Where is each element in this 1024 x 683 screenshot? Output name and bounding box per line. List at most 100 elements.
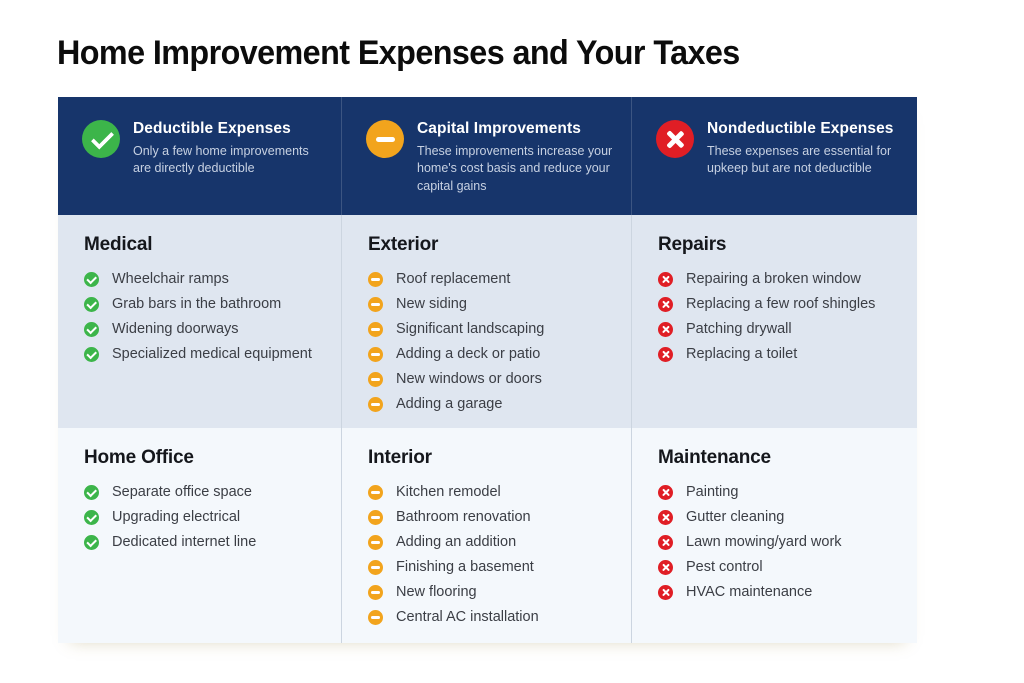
comparison-table: Deductible Expenses Only a few home impr… xyxy=(58,97,917,643)
list-item: Dedicated internet line xyxy=(84,534,325,552)
section-heading: Home Office xyxy=(84,447,194,468)
column-subtitle: Only a few home improvements are directl… xyxy=(133,144,309,176)
section-medical: Medical Wheelchair ramps Grab bars in th… xyxy=(58,215,341,428)
table-body-row-2: Home Office Separate office space Upgrad… xyxy=(58,428,917,643)
x-circle-icon xyxy=(658,510,673,525)
list-item: New windows or doors xyxy=(368,371,615,389)
minus-circle-icon xyxy=(368,372,383,387)
check-circle-icon xyxy=(84,510,99,525)
list-item: Specialized medical equipment xyxy=(84,346,325,364)
section-heading: Maintenance xyxy=(658,447,771,468)
section-heading: Repairs xyxy=(658,234,727,255)
column-header-capital: Capital Improvements These improvements … xyxy=(341,97,631,215)
list-item: Finishing a basement xyxy=(368,559,615,577)
item-text: Dedicated internet line xyxy=(112,534,257,550)
check-circle-icon xyxy=(84,322,99,337)
x-circle-icon xyxy=(658,347,673,362)
check-circle-icon xyxy=(84,535,99,550)
item-text: Central AC installation xyxy=(396,609,539,625)
item-text: Painting xyxy=(686,484,739,500)
item-text: Gutter cleaning xyxy=(686,509,785,525)
list-item: Wheelchair ramps xyxy=(84,271,325,289)
minus-circle-icon xyxy=(368,347,383,362)
section-home-office: Home Office Separate office space Upgrad… xyxy=(58,428,341,643)
list-item: Bathroom renovation xyxy=(368,509,615,527)
list-item: Kitchen remodel xyxy=(368,484,615,502)
item-list: Wheelchair ramps Grab bars in the bathro… xyxy=(84,271,325,364)
header-text-block: Nondeductible Expenses These expenses ar… xyxy=(707,118,901,178)
minus-circle-icon xyxy=(368,560,383,575)
minus-circle-icon xyxy=(368,535,383,550)
list-item: Painting xyxy=(658,484,901,502)
x-circle-icon xyxy=(658,272,673,287)
item-text: Pest control xyxy=(686,559,763,575)
item-text: Upgrading electrical xyxy=(112,509,241,525)
item-text: Adding an addition xyxy=(396,534,517,550)
item-text: Grab bars in the bathroom xyxy=(112,296,282,312)
list-item: Repairing a broken window xyxy=(658,271,901,289)
list-item: Grab bars in the bathroom xyxy=(84,296,325,314)
check-circle-icon xyxy=(84,347,99,362)
list-item: Replacing a toilet xyxy=(658,346,901,364)
list-item: Gutter cleaning xyxy=(658,509,901,527)
x-circle-icon xyxy=(656,120,694,158)
x-circle-icon xyxy=(658,297,673,312)
check-circle-icon xyxy=(82,120,120,158)
list-item: New siding xyxy=(368,296,615,314)
list-item: New flooring xyxy=(368,584,615,602)
x-circle-icon xyxy=(658,485,673,500)
section-repairs: Repairs Repairing a broken window Replac… xyxy=(631,215,917,428)
check-circle-icon xyxy=(84,297,99,312)
section-interior: Interior Kitchen remodel Bathroom renova… xyxy=(341,428,631,643)
header-text-block: Deductible Expenses Only a few home impr… xyxy=(133,118,325,178)
section-heading: Interior xyxy=(368,447,432,468)
page-title: Home Improvement Expenses and Your Taxes xyxy=(57,34,740,72)
x-circle-icon xyxy=(658,322,673,337)
list-item: Central AC installation xyxy=(368,609,615,627)
column-subtitle: These expenses are essential for upkeep … xyxy=(707,144,892,176)
section-heading: Exterior xyxy=(368,234,439,255)
item-text: Replacing a toilet xyxy=(686,346,798,362)
table-body-row-1: Medical Wheelchair ramps Grab bars in th… xyxy=(58,215,917,428)
minus-circle-icon xyxy=(368,485,383,500)
table-header-row: Deductible Expenses Only a few home impr… xyxy=(58,97,917,215)
section-heading: Medical xyxy=(84,234,153,255)
item-text: Finishing a basement xyxy=(396,559,534,575)
check-circle-icon xyxy=(84,485,99,500)
column-subtitle: These improvements increase your home's … xyxy=(417,144,613,193)
section-exterior: Exterior Roof replacement New siding Sig… xyxy=(341,215,631,428)
minus-circle-icon xyxy=(366,120,404,158)
section-maintenance: Maintenance Painting Gutter cleaning Law… xyxy=(631,428,917,643)
list-item: Adding a garage xyxy=(368,396,615,414)
item-text: New siding xyxy=(396,296,467,312)
list-item: Adding a deck or patio xyxy=(368,346,615,364)
item-text: New windows or doors xyxy=(396,371,542,387)
check-circle-icon xyxy=(84,272,99,287)
item-text: Wheelchair ramps xyxy=(112,271,229,287)
list-item: Adding an addition xyxy=(368,534,615,552)
x-circle-icon xyxy=(658,560,673,575)
item-text: Bathroom renovation xyxy=(396,509,531,525)
minus-circle-icon xyxy=(368,297,383,312)
item-text: Specialized medical equipment xyxy=(112,346,312,362)
minus-circle-icon xyxy=(368,397,383,412)
item-text: Significant landscaping xyxy=(396,321,545,337)
item-text: Roof replacement xyxy=(396,271,511,287)
list-item: Replacing a few roof shingles xyxy=(658,296,901,314)
column-title: Nondeductible Expenses xyxy=(707,120,894,137)
item-list: Kitchen remodel Bathroom renovation Addi… xyxy=(368,484,615,627)
item-list: Painting Gutter cleaning Lawn mowing/yar… xyxy=(658,484,901,602)
x-circle-icon xyxy=(658,535,673,550)
list-item: Separate office space xyxy=(84,484,325,502)
item-text: Repairing a broken window xyxy=(686,271,861,287)
item-text: Patching drywall xyxy=(686,321,792,337)
item-list: Separate office space Upgrading electric… xyxy=(84,484,325,552)
item-text: Widening doorways xyxy=(112,321,239,337)
item-text: Replacing a few roof shingles xyxy=(686,296,876,312)
item-text: Separate office space xyxy=(112,484,252,500)
column-title: Deductible Expenses xyxy=(133,120,291,137)
list-item: Pest control xyxy=(658,559,901,577)
minus-circle-icon xyxy=(368,510,383,525)
minus-circle-icon xyxy=(368,322,383,337)
